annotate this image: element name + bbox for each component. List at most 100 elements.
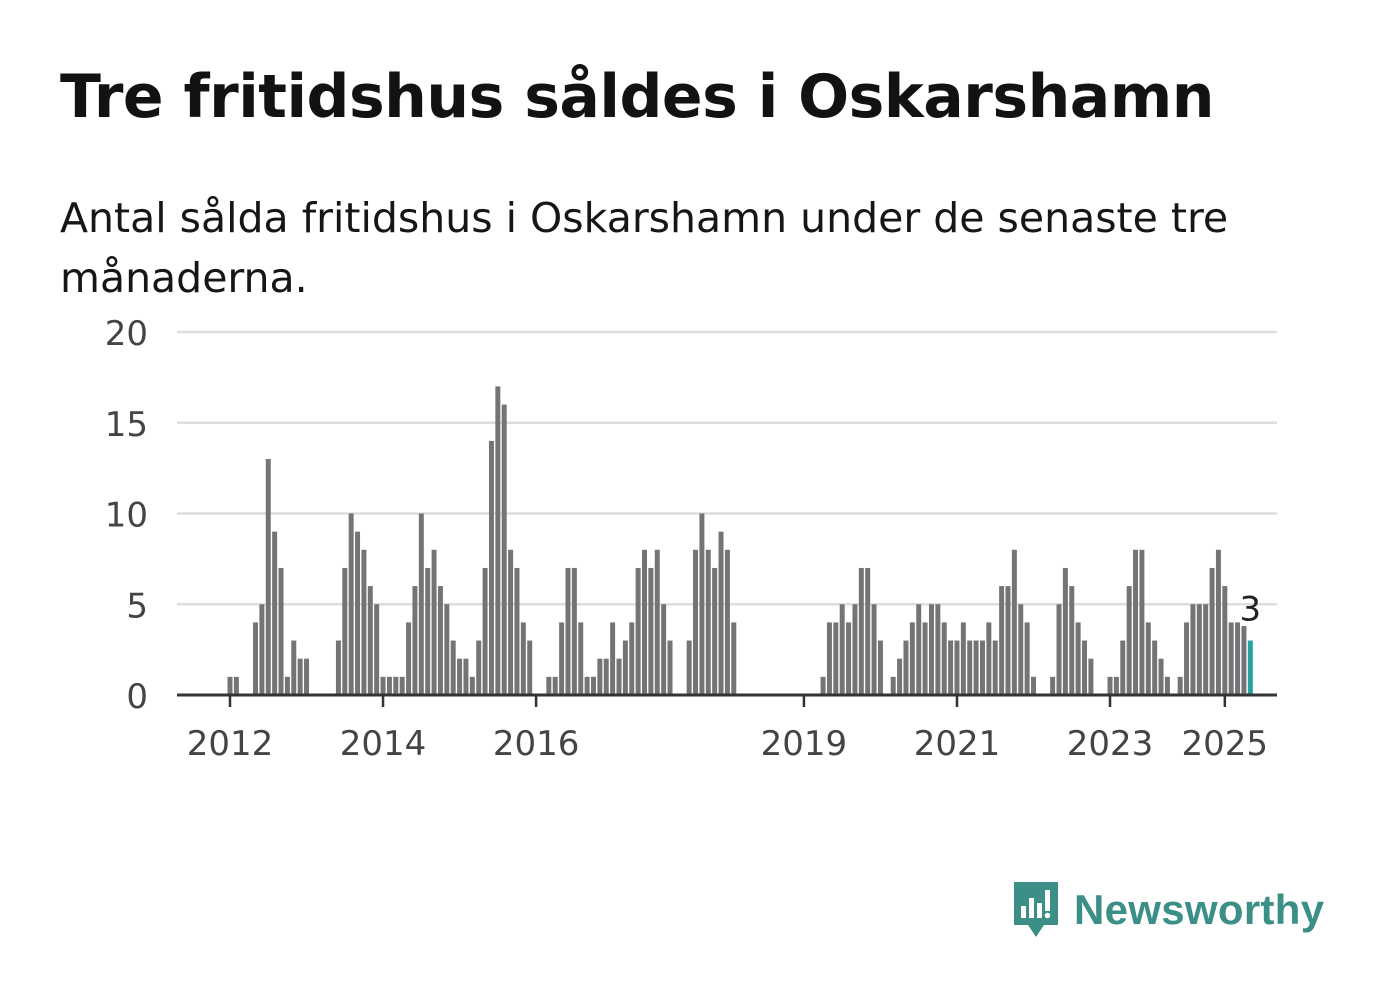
bar xyxy=(476,640,482,695)
bar xyxy=(629,622,635,695)
bar xyxy=(648,567,654,695)
bar xyxy=(616,658,622,695)
bar xyxy=(367,586,373,695)
bar xyxy=(980,640,985,695)
bar xyxy=(501,404,507,695)
bar xyxy=(253,622,258,695)
bar xyxy=(935,604,941,695)
bar xyxy=(724,549,730,695)
x-tick-label: 2016 xyxy=(493,724,580,764)
bar xyxy=(1133,549,1139,695)
highlight-bar xyxy=(1247,640,1253,695)
bar xyxy=(1177,676,1183,695)
bar xyxy=(954,640,960,695)
bar xyxy=(948,640,954,695)
bar xyxy=(1062,567,1068,695)
bar xyxy=(571,567,577,695)
bar xyxy=(1164,676,1170,695)
bar xyxy=(233,676,239,695)
bar xyxy=(635,567,641,695)
bar xyxy=(272,531,278,695)
bar xyxy=(999,586,1005,695)
y-tick-label: 20 xyxy=(105,314,148,354)
bar xyxy=(463,658,469,695)
bar xyxy=(686,640,692,695)
bar xyxy=(265,459,271,695)
bar xyxy=(304,658,310,695)
bar xyxy=(355,531,361,695)
bar xyxy=(565,567,571,695)
bar xyxy=(1075,622,1081,695)
bar xyxy=(922,622,928,695)
y-tick-label: 15 xyxy=(105,405,148,445)
bar xyxy=(457,658,463,695)
bar xyxy=(846,622,852,695)
bar xyxy=(450,640,456,695)
bar xyxy=(1069,586,1075,695)
bar xyxy=(578,622,584,695)
bar xyxy=(1126,586,1132,695)
bar xyxy=(1024,622,1030,695)
bar xyxy=(584,676,590,695)
bar xyxy=(967,640,973,695)
bar xyxy=(469,676,475,695)
bar xyxy=(437,586,443,695)
bar xyxy=(871,604,877,695)
bar xyxy=(259,604,265,695)
bar xyxy=(718,531,724,695)
bar xyxy=(386,676,392,695)
bars xyxy=(227,386,1253,695)
bar xyxy=(406,622,412,695)
bar xyxy=(1222,586,1228,695)
bar xyxy=(916,604,922,695)
bar xyxy=(826,622,832,695)
highlight-value-label: 3 xyxy=(1239,590,1261,630)
bar xyxy=(890,676,896,695)
bar xyxy=(412,586,418,695)
bar xyxy=(1209,567,1215,695)
bar xyxy=(1107,676,1113,695)
y-tick-label: 5 xyxy=(126,586,148,626)
bar xyxy=(1120,640,1126,695)
bar xyxy=(431,549,437,695)
x-tick-label: 2019 xyxy=(761,724,848,764)
bar xyxy=(374,604,380,695)
bar xyxy=(603,658,609,695)
bar xyxy=(1088,658,1094,695)
bar xyxy=(418,513,424,695)
bar xyxy=(986,622,992,695)
bar xyxy=(897,658,903,695)
bar xyxy=(642,549,647,695)
bar xyxy=(1113,676,1119,695)
bar xyxy=(1145,622,1151,695)
bar xyxy=(444,604,450,695)
y-tick-label: 10 xyxy=(105,496,148,536)
bar xyxy=(610,622,616,695)
bar xyxy=(482,567,488,695)
x-tick-label: 2021 xyxy=(914,724,1001,764)
bar xyxy=(393,676,399,695)
bar xyxy=(399,676,405,695)
bar xyxy=(597,658,603,695)
bar xyxy=(297,658,303,695)
bar xyxy=(1018,604,1024,695)
bar xyxy=(699,513,705,695)
bar xyxy=(380,676,386,695)
bar xyxy=(1011,549,1017,695)
bar xyxy=(284,676,290,695)
bar xyxy=(1050,676,1056,695)
bar xyxy=(1184,622,1190,695)
bar xyxy=(1196,604,1202,695)
bar xyxy=(291,640,297,695)
bar xyxy=(1190,604,1196,695)
bar xyxy=(1241,626,1247,695)
bar xyxy=(348,513,354,695)
bar xyxy=(941,622,947,695)
bar xyxy=(667,640,673,695)
bar xyxy=(903,640,909,695)
bar xyxy=(361,549,367,695)
bar xyxy=(661,604,667,695)
bar xyxy=(928,604,934,695)
brand: Newsworthy xyxy=(1010,878,1324,942)
bar xyxy=(278,567,284,695)
